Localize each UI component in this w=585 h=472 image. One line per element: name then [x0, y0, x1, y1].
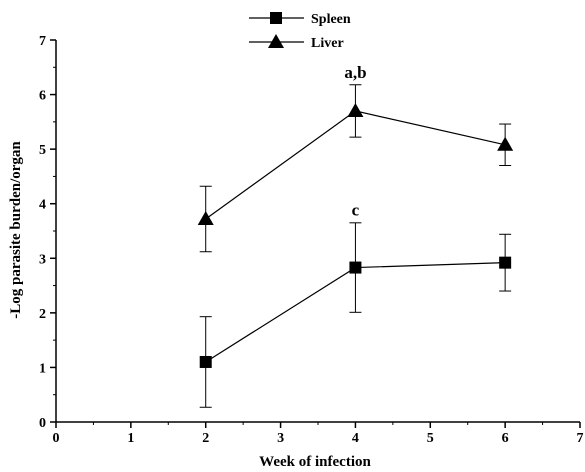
- x-tick-label: 0: [53, 431, 60, 446]
- liver-point: [197, 210, 214, 225]
- y-tick-label: 4: [39, 198, 46, 213]
- y-tick-label: 3: [39, 252, 46, 267]
- x-axis-title: Week of infection: [259, 454, 371, 470]
- x-tick-label: 1: [127, 431, 134, 446]
- y-tick-label: 0: [39, 416, 46, 431]
- spleen-point: [349, 261, 362, 274]
- y-tick-label: 5: [39, 143, 46, 158]
- y-tick-label: 6: [39, 89, 46, 104]
- y-tick-label: 7: [39, 34, 46, 49]
- legend-label-spleen: Spleen: [311, 12, 351, 27]
- chart-axes: 0 1 2 3 4 5 6 7 0 1 2 3 4 5 6 7: [39, 34, 584, 446]
- legend-label-liver: Liver: [311, 36, 344, 51]
- liver-point: [497, 136, 514, 151]
- x-tick-label: 5: [427, 431, 434, 446]
- spleen-series: [199, 222, 512, 408]
- y-tick-label: 2: [39, 307, 46, 322]
- x-tick-label: 4: [352, 431, 359, 446]
- x-tick-label: 7: [577, 431, 584, 446]
- spleen-point: [199, 355, 212, 368]
- x-tick-label: 6: [502, 431, 509, 446]
- annotation-label: c: [352, 201, 360, 220]
- chart-legend: Spleen Liver: [249, 12, 351, 51]
- chart-marks: a,b c: [197, 63, 514, 408]
- y-axis-title: -Log parasite burden/organ: [8, 141, 24, 319]
- legend-marker-liver: [268, 34, 284, 48]
- y-tick-label: 1: [39, 361, 46, 376]
- x-tick-label: 2: [202, 431, 209, 446]
- liver-point: [347, 102, 364, 117]
- liver-series: [197, 84, 514, 253]
- legend-marker-spleen: [270, 12, 282, 24]
- annotation-label: a,b: [344, 63, 366, 82]
- x-tick-label: 3: [277, 431, 284, 446]
- spleen-point: [499, 256, 512, 269]
